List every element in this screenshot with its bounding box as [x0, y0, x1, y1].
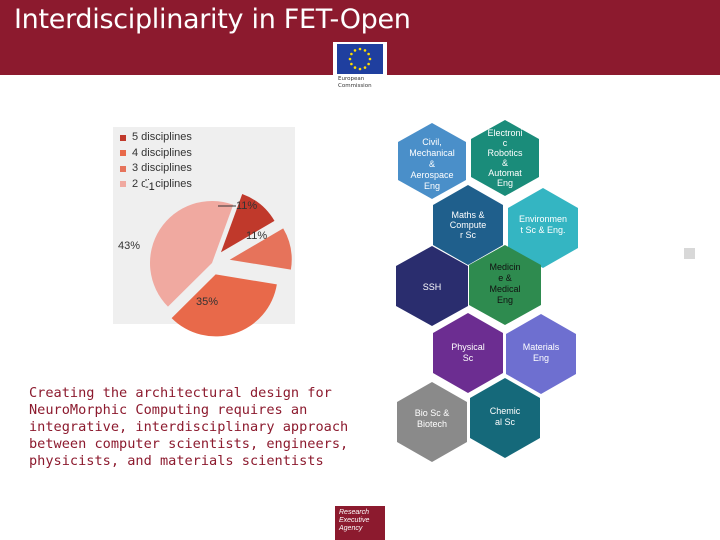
pie-data-label: 35% — [196, 296, 219, 308]
eu-logo: European Commission — [333, 42, 387, 98]
svg-text:Bio Sc &Biotech: Bio Sc & Biotech — [415, 408, 450, 429]
description-text: Creating the architectural design for Ne… — [29, 385, 349, 469]
eu-flag-icon — [337, 44, 383, 74]
hex-environment: Environmen t Sc & Eng. — [508, 188, 578, 268]
legend-item: 4 disciplines — [120, 146, 192, 162]
pie-legend: 5 disciplines 4 disciplines 3 discipline… — [120, 130, 192, 192]
hex-materials: Materials Eng — [506, 314, 576, 394]
hex-ssh: SSH — [396, 246, 468, 326]
hex-civil-mechanical: Civil, Mechanical & Aerospace Eng — [398, 123, 466, 199]
pie-slice — [171, 274, 277, 337]
legend-swatch — [120, 165, 126, 172]
overlay-minus-label: -1 — [145, 181, 155, 193]
legend-swatch — [120, 181, 126, 188]
legend-item: 3 disciplines — [120, 161, 192, 177]
slide-title: Interdisciplinarity in FET-Open — [14, 4, 411, 35]
hex-medicine: Medicin e & Medical Eng — [469, 245, 541, 325]
hex-physical: Physical Sc — [433, 313, 503, 393]
hex-chemical: Chemic al Sc — [470, 378, 540, 458]
pie-slice — [220, 194, 275, 253]
slide-marker — [684, 248, 695, 259]
legend-label: 4 disciplines — [132, 146, 192, 159]
legend-label: 3 disciplines — [132, 162, 192, 174]
legend-swatch — [120, 134, 126, 141]
hex-bio: Bio Sc & Biotech — [397, 382, 467, 462]
pie-data-label: 11% — [246, 230, 268, 242]
pie-data-label: 43% — [118, 240, 141, 252]
hex-electronics-robotics: Electroni c Robotics & Automat Eng — [471, 120, 539, 196]
rea-logo: Research Executive Agency — [335, 506, 385, 540]
pie-data-label: 11% — [236, 200, 258, 212]
hex-maths-computer: Maths & Compute r Sc — [433, 185, 503, 265]
legend-item: 5 disciplines — [120, 130, 192, 146]
eu-logo-text: European Commission — [338, 76, 372, 89]
pie-slice — [149, 201, 234, 307]
svg-text:SSH: SSH — [423, 282, 442, 292]
pie-slice — [229, 228, 292, 270]
legend-label: 5 disciplines — [132, 131, 192, 143]
legend-swatch — [120, 150, 126, 157]
